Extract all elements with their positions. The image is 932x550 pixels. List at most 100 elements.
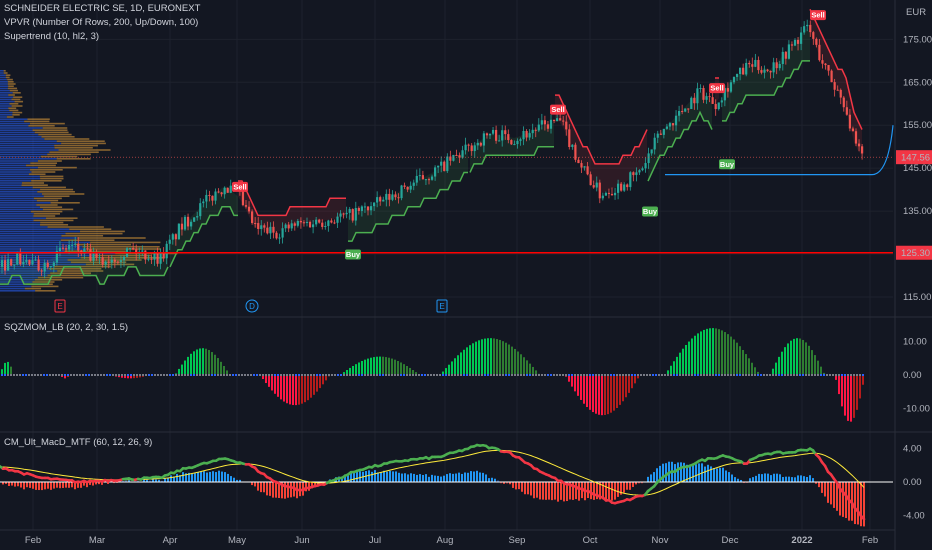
candle-body bbox=[751, 64, 754, 67]
macd-histogram-bar bbox=[287, 482, 289, 498]
squeeze-dot bbox=[562, 374, 564, 376]
squeeze-bar bbox=[751, 362, 753, 375]
supertrend-line bbox=[0, 8, 863, 285]
macd-histogram-bar bbox=[635, 482, 637, 485]
squeeze-dot bbox=[769, 374, 771, 376]
squeeze-dot bbox=[592, 374, 594, 376]
macd-histogram-bar bbox=[773, 473, 775, 482]
candle-body bbox=[284, 224, 287, 229]
squeeze-bar bbox=[607, 375, 609, 415]
candle-body bbox=[684, 108, 687, 112]
squeeze-bar bbox=[271, 375, 273, 391]
macd-histogram-bar bbox=[536, 482, 538, 498]
currency-label[interactable]: EUR bbox=[906, 7, 927, 18]
candle-body bbox=[467, 144, 470, 146]
squeeze-bar bbox=[208, 350, 210, 375]
candle-body bbox=[681, 110, 684, 112]
macd-histogram-bar bbox=[515, 482, 517, 490]
macd-histogram-bar bbox=[653, 472, 655, 482]
squeeze-dot bbox=[316, 374, 318, 376]
macd-histogram-bar bbox=[452, 473, 454, 482]
vpvr-bar-up bbox=[0, 241, 91, 244]
event-label: E bbox=[439, 302, 444, 311]
macd-histogram-bar bbox=[398, 472, 400, 482]
candlesticks[interactable] bbox=[0, 19, 864, 279]
candle-body bbox=[443, 161, 446, 172]
squeeze-dot bbox=[136, 374, 138, 376]
squeeze-dot bbox=[94, 374, 96, 376]
candle-body bbox=[357, 208, 360, 211]
squeeze-dot bbox=[130, 374, 132, 376]
squeeze-dot bbox=[475, 374, 477, 376]
candle-body bbox=[174, 234, 177, 240]
squeeze-dot bbox=[4, 374, 6, 376]
squeeze-dot bbox=[427, 374, 429, 376]
candle-body bbox=[510, 140, 513, 145]
squeeze-bar bbox=[742, 350, 744, 375]
candle-body bbox=[144, 250, 147, 260]
squeeze-bar bbox=[685, 344, 687, 375]
squeeze-dot bbox=[454, 374, 456, 376]
macd-histogram-bar bbox=[269, 482, 271, 496]
indicator-supertrend-label[interactable]: Supertrend (10, hl2, 3) bbox=[4, 31, 100, 42]
vpvr-bar-down bbox=[33, 213, 60, 215]
squeeze-dot bbox=[259, 374, 261, 376]
candle-body bbox=[385, 193, 388, 200]
candle-body bbox=[77, 243, 80, 251]
squeeze-dot bbox=[607, 374, 609, 376]
macd-histogram-bar bbox=[596, 482, 598, 500]
squeeze-dot bbox=[106, 374, 108, 376]
squeeze-dot bbox=[460, 374, 462, 376]
squeeze-dot bbox=[187, 374, 189, 376]
candle-body bbox=[147, 258, 150, 260]
squeeze-dot bbox=[604, 374, 606, 376]
squeeze-dot bbox=[274, 374, 276, 376]
macd-histogram-bar bbox=[839, 482, 841, 516]
candle-body bbox=[839, 89, 842, 98]
macd-histogram-bar bbox=[281, 482, 283, 499]
macd-histogram-bar bbox=[425, 474, 427, 482]
squeeze-dot bbox=[406, 374, 408, 376]
squeeze-dot bbox=[511, 374, 513, 376]
squeeze-dot bbox=[631, 374, 633, 376]
macd-histogram-bar bbox=[542, 482, 544, 500]
squeeze-dot bbox=[154, 374, 156, 376]
time-tick: Feb bbox=[862, 535, 878, 546]
squeeze-bar bbox=[292, 375, 294, 406]
squeeze-dot bbox=[802, 374, 804, 376]
squeeze-dot bbox=[319, 374, 321, 376]
vpvr-bar-down bbox=[38, 133, 72, 136]
squeeze-bar bbox=[124, 375, 126, 379]
macd-histogram-bar bbox=[497, 480, 499, 482]
time-tick: Mar bbox=[89, 535, 105, 546]
macd-histogram-bar bbox=[863, 482, 865, 527]
macd-histogram-bar bbox=[770, 475, 772, 482]
vpvr-bar-up bbox=[0, 217, 46, 219]
vpvr-bar-down bbox=[37, 166, 77, 169]
macd-histogram-bar bbox=[506, 482, 508, 484]
squeeze-bar bbox=[691, 338, 693, 375]
macd-histogram-bar bbox=[830, 482, 832, 505]
macd-histogram-bar bbox=[854, 482, 856, 525]
squeeze-bar bbox=[511, 346, 513, 375]
squeeze-bar bbox=[820, 366, 822, 375]
candle-body bbox=[851, 128, 855, 132]
candle-body bbox=[92, 253, 95, 261]
indicator-vpvr-label[interactable]: VPVR (Number Of Rows, 200, Up/Down, 100) bbox=[4, 17, 199, 28]
macd-histogram-bar bbox=[467, 472, 469, 482]
squeeze-bar bbox=[226, 370, 228, 375]
macd-histogram-bar bbox=[737, 478, 739, 482]
candle-body bbox=[217, 191, 220, 193]
squeeze-title[interactable]: SQZMOM_LB (20, 2, 30, 1.5) bbox=[4, 322, 129, 333]
time-tick: Aug bbox=[437, 535, 454, 546]
candle-body bbox=[177, 223, 180, 240]
macd-histogram-bar bbox=[632, 482, 634, 487]
macd-title[interactable]: CM_Ult_MacD_MTF (60, 12, 26, 9) bbox=[4, 437, 153, 448]
vpvr-bar-up bbox=[0, 103, 10, 105]
candle-body bbox=[787, 44, 790, 59]
squeeze-bar bbox=[202, 348, 204, 375]
macd-histogram-bar bbox=[266, 482, 268, 496]
candle-body bbox=[86, 248, 89, 250]
